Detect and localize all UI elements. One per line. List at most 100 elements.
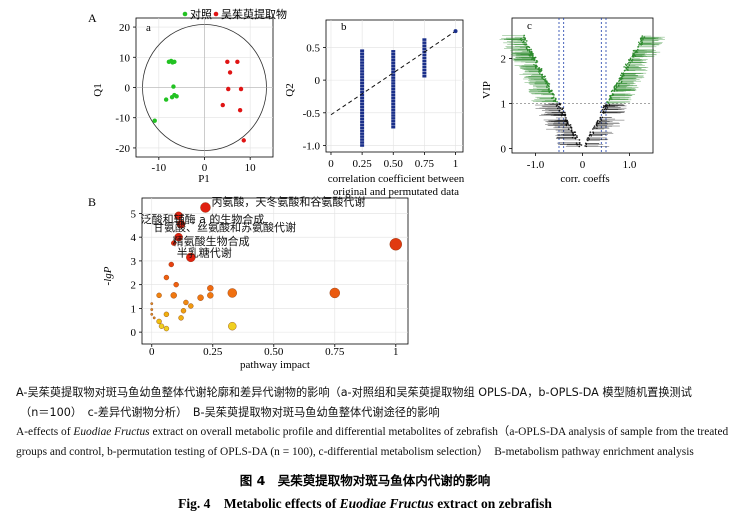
- panel-b-permutation-point: [422, 65, 427, 69]
- panel-b-permutation-point: [360, 73, 365, 76]
- panel-b-permutation-point: [360, 132, 365, 135]
- panel-B-pathway-bubble: [163, 311, 170, 318]
- panel-b-permutation-point: [360, 84, 365, 88]
- panel-c-point: [607, 102, 610, 104]
- panel-b-permutation-point: [391, 55, 396, 59]
- panel-c-point: [602, 105, 605, 107]
- panel-c-point: [615, 83, 618, 86]
- panel-b-permutation-point: [391, 108, 396, 111]
- panel-b-permutation-point: [360, 111, 365, 115]
- panel-b-xtick-label: 1: [453, 158, 459, 170]
- panel-c-point: [625, 64, 628, 67]
- panel-B-pathway-bubble: [176, 219, 186, 229]
- panel-b-permutation-point: [360, 81, 365, 85]
- panel-c-point: [592, 128, 594, 130]
- panel-b-permutation-point: [391, 73, 396, 76]
- panel-c-xlabel: corr. coeffs: [560, 173, 609, 185]
- panel-b-permutation-point: [360, 76, 365, 79]
- panel-b-permutation-point: [391, 52, 396, 56]
- panel-b-ytick-label: -1.0: [303, 140, 321, 152]
- panel-c-point: [599, 118, 602, 120]
- caption-en-line1-a: A-effects of: [16, 426, 74, 438]
- panel-B-pathway-bubble: [168, 261, 174, 268]
- legend-dot-control: [182, 11, 188, 17]
- panel-a-point-control: [169, 94, 175, 100]
- panel-b-xlabel-line2: original and permutated data: [333, 186, 459, 198]
- panel-c-point: [613, 88, 616, 91]
- panel-a-point-treated: [241, 138, 246, 143]
- panel-B-ytick-label: 5: [131, 208, 137, 220]
- panel-c-point: [637, 46, 639, 48]
- panel-B-ytick-label: 2: [131, 280, 137, 292]
- panel-b-ytick-label: 0.5: [306, 42, 320, 54]
- panel-a-xlabel: P1: [198, 173, 210, 185]
- panel-c-point: [623, 69, 626, 72]
- panel-b-permutation-point: [422, 68, 427, 72]
- panel-c-point: [616, 82, 618, 84]
- panel-c-point: [624, 63, 627, 66]
- panel-B-pathway-label: 精氨酸生物合成: [173, 234, 250, 248]
- panel-c-point: [599, 111, 602, 114]
- panel-a-point-control: [152, 118, 157, 123]
- panel-b-permutation-point: [391, 93, 396, 97]
- panel-c-point: [592, 131, 594, 133]
- panel-b-permutation-point: [422, 38, 427, 41]
- panel-c-point: [594, 127, 596, 129]
- panel-c-point: [618, 85, 620, 87]
- panel-b-permutation-point: [360, 114, 365, 118]
- panel-c-point: [613, 86, 616, 88]
- panel-B-pathway-bubble: [188, 303, 194, 309]
- panel-c-point: [641, 36, 643, 39]
- figure-title-en-italic: Euodiae Fructus: [339, 496, 434, 511]
- panel-B-pathway-bubble: [228, 322, 237, 331]
- panel-a-ytick-label: 20: [119, 22, 131, 34]
- panel-B-pathway-bubble: [171, 240, 177, 246]
- panel-c-point: [619, 74, 622, 77]
- panel-b-permutation-point: [391, 122, 396, 126]
- legend-label-control: 对照: [190, 7, 212, 21]
- panel-b-permutation-point: [360, 144, 365, 147]
- caption-en-line2: groups and control, b-permutation testin…: [16, 446, 694, 458]
- panel-a-point-treated: [226, 86, 231, 92]
- panel-b-permutation-point: [422, 47, 427, 51]
- panel-b-label: b: [341, 21, 347, 33]
- panel-b-xtick-label: 0: [328, 158, 334, 170]
- panel-b: b 0 0.25 0.50 0.75 10.50-0.5-1.0 correlation…: [284, 19, 465, 198]
- panel-letter-A: A: [88, 11, 97, 25]
- panel-B-pathway-label: 半乳糖代谢: [177, 245, 232, 259]
- panel-B-pathway-bubble: [183, 299, 189, 306]
- panel-b-xtick-label: 0.50: [384, 158, 404, 170]
- panel-B-pathway-bubble: [150, 302, 154, 306]
- panel-b-permutation-point: [391, 111, 396, 114]
- panel-a-point-control: [174, 94, 179, 99]
- panel-b-xlabel-line1: correlation coefficient between: [328, 173, 465, 185]
- panel-a: a -10 0 10 20 10 0 -10 -20 P1 Q1 对照 吴茱萸提取物: [92, 7, 287, 185]
- panel-b-permutation-point: [360, 61, 365, 64]
- panel-b-permutation-point: [360, 87, 365, 91]
- panel-b-original-point: [453, 29, 458, 34]
- panel-b-xtick-label: 0.75: [415, 158, 435, 170]
- caption-en-line1-b: extract on overall metabolic profile and…: [149, 426, 729, 438]
- panel-b-permutation-point: [360, 70, 365, 73]
- panel-B-pathway-bubble: [163, 274, 170, 281]
- panel-c-point: [623, 66, 625, 68]
- panel-b-permutation-point: [360, 64, 365, 67]
- panel-c-point: [603, 108, 606, 111]
- panel-B-pathway-bubble: [227, 288, 237, 298]
- panel-B-pathway-bubble: [163, 325, 170, 332]
- panel-a-label: a: [146, 22, 151, 34]
- panel-c-point: [602, 106, 605, 109]
- panel-c-point: [599, 120, 601, 123]
- panel-c-point: [638, 41, 640, 44]
- panel-a-xtick-label: 0: [202, 162, 208, 174]
- panel-b-permutation-point: [360, 126, 365, 129]
- panel-b-permutation-point: [391, 67, 396, 71]
- panel-b-permutation-point: [391, 96, 396, 100]
- panel-c-point: [585, 143, 588, 145]
- panel-a-ytick-label: 0: [125, 83, 131, 95]
- panel-c-point: [629, 57, 632, 60]
- panel-c-point: [639, 37, 642, 40]
- legend-label-treated: 吴茱萸提取物: [221, 7, 287, 21]
- panel-b-permutation-point: [391, 120, 396, 123]
